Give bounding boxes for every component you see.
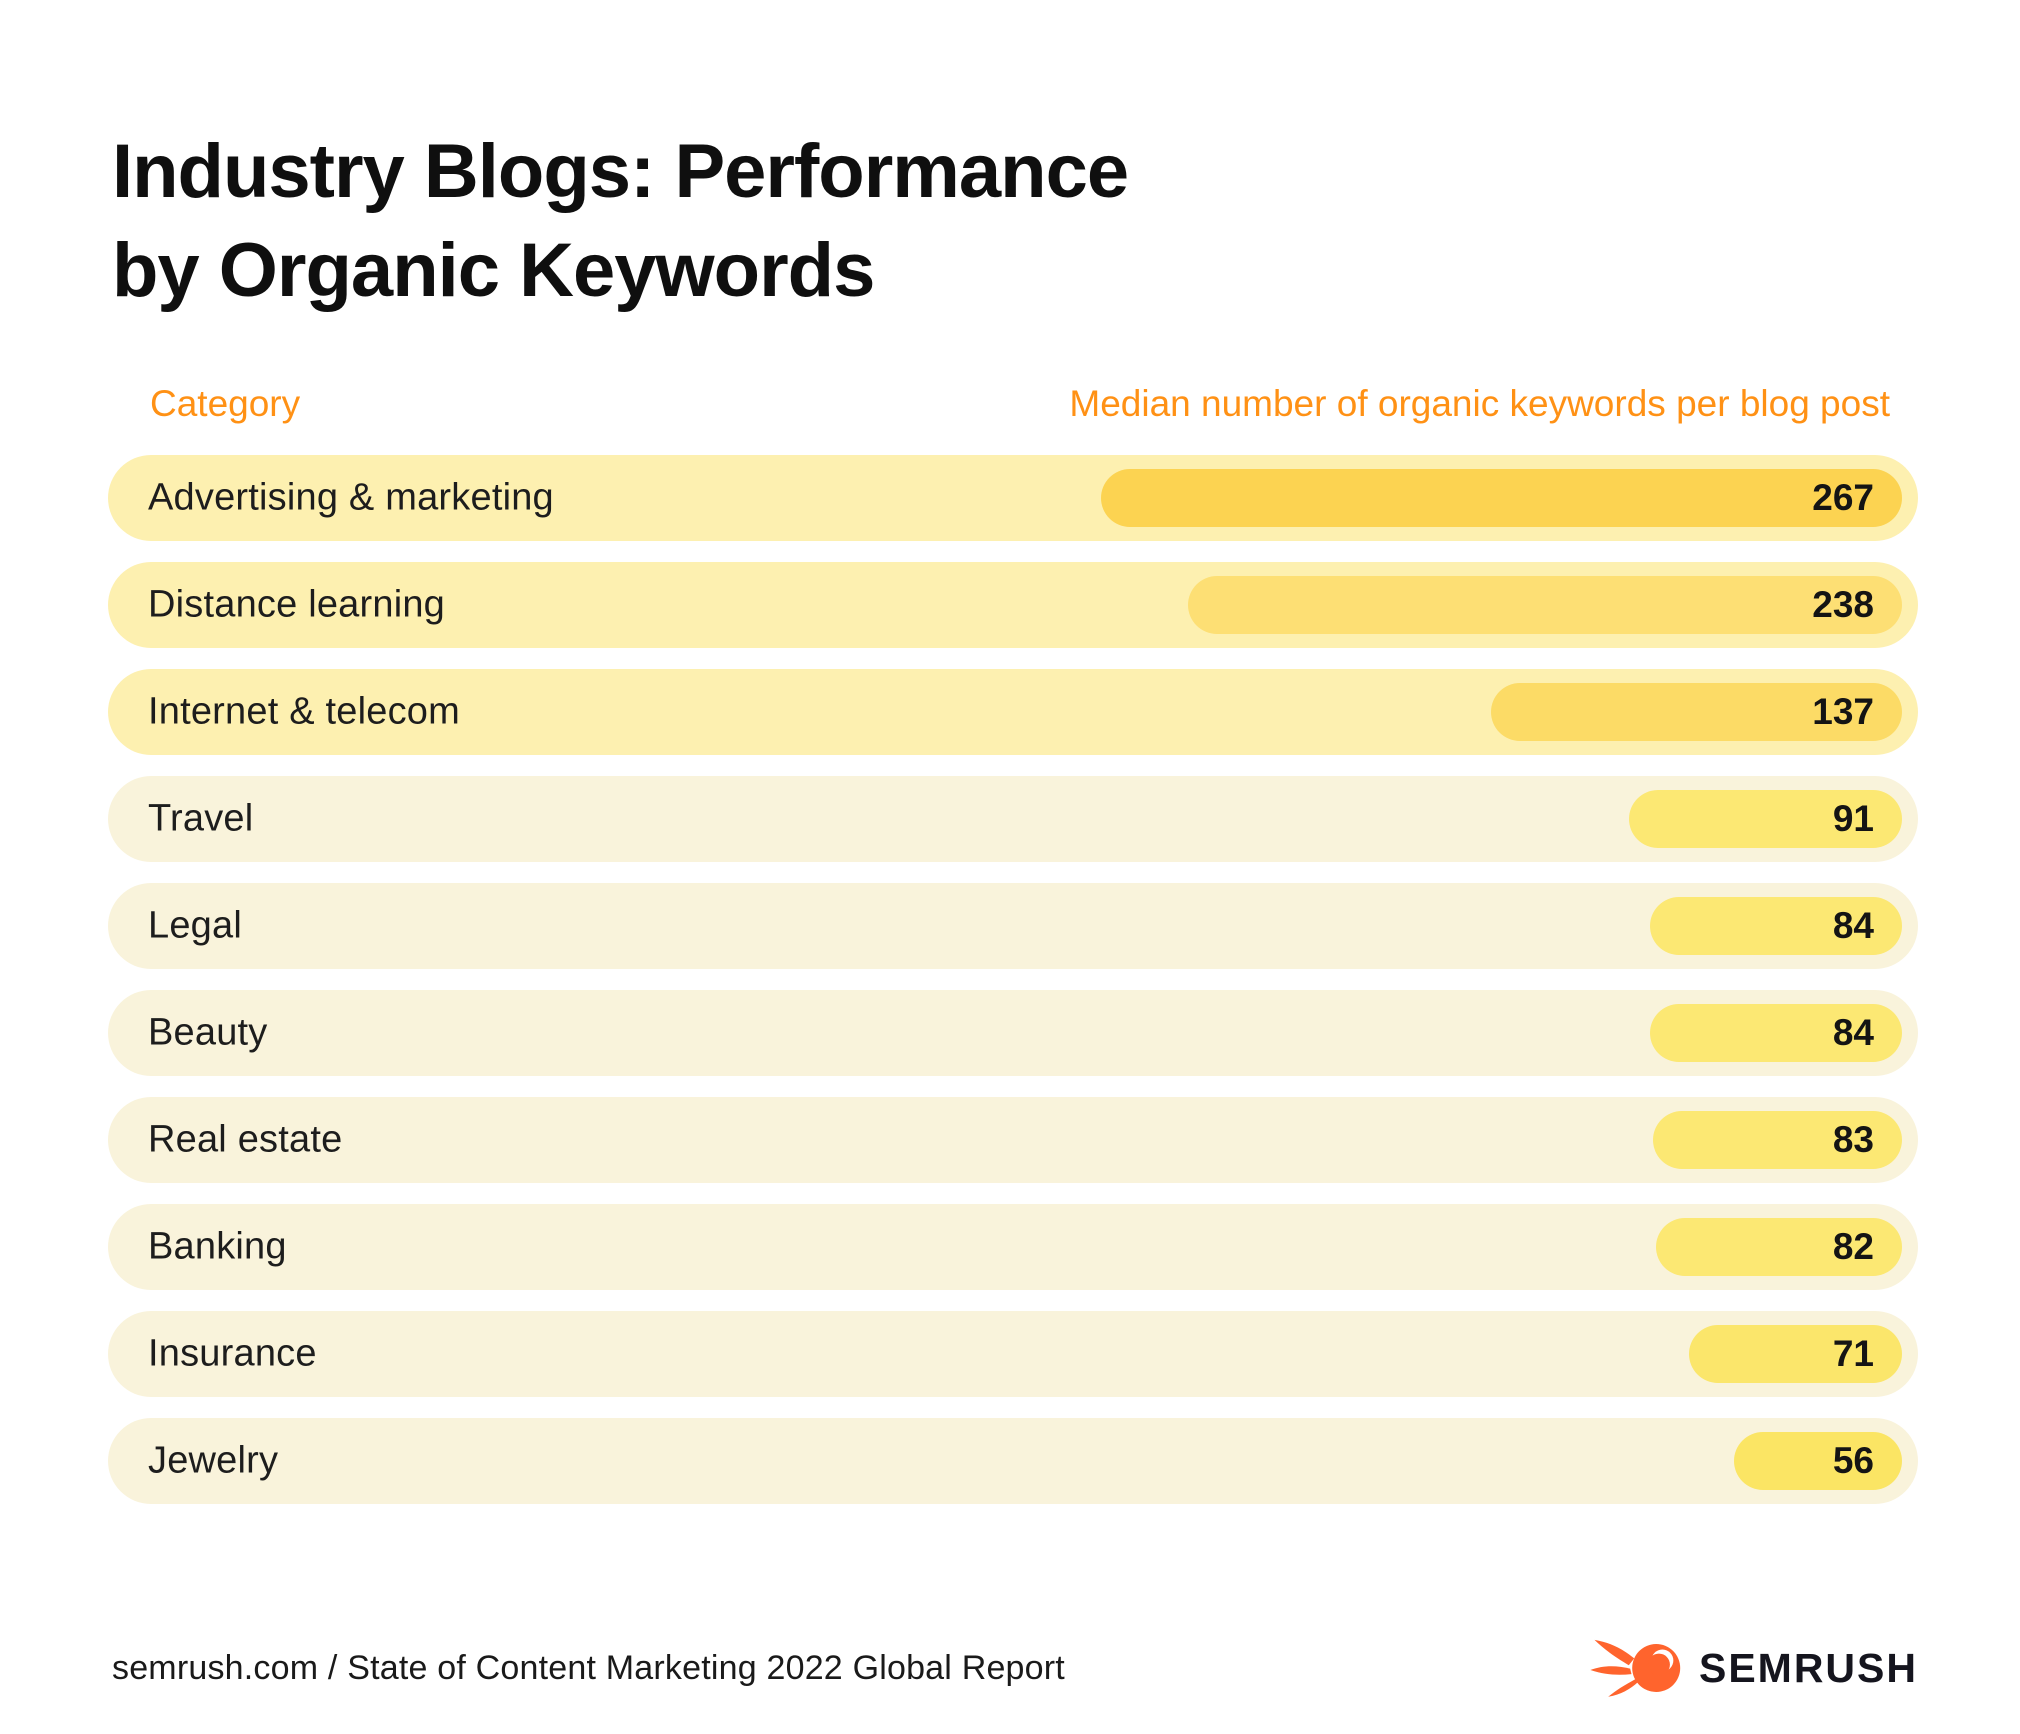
table-row-banking: Banking 82 — [108, 1204, 1918, 1290]
value-label: 56 — [1832, 1440, 1874, 1481]
category-label: Real estate — [148, 1118, 343, 1161]
category-label: Distance learning — [148, 583, 446, 626]
category-label: Legal — [148, 904, 242, 947]
value-label: 137 — [1812, 691, 1874, 732]
value-label: 91 — [1832, 798, 1874, 839]
category-label: Beauty — [148, 1011, 268, 1054]
semrush-logo: SEMRUSH — [1589, 1636, 1918, 1700]
category-label: Travel — [148, 797, 254, 840]
value-bar: 56 — [1734, 1432, 1902, 1490]
table-row-jewelry: Jewelry 56 — [108, 1418, 1918, 1504]
table-row-insurance: Insurance 71 — [108, 1311, 1918, 1397]
value-bar: 84 — [1650, 897, 1902, 955]
category-label: Insurance — [148, 1332, 317, 1375]
table-row-legal: Legal 84 — [108, 883, 1918, 969]
source-attribution: semrush.com / State of Content Marketing… — [112, 1648, 1065, 1687]
column-headers: Category Median number of organic keywor… — [150, 383, 1890, 425]
value-column-header: Median number of organic keywords per bl… — [1069, 383, 1890, 424]
table-row-internet-telecom: Internet & telecom 137 — [108, 669, 1918, 755]
page-title-line1: Industry Blogs: Performance — [112, 128, 1129, 214]
semrush-wordmark: SEMRUSH — [1698, 1644, 1918, 1691]
category-label: Advertising & marketing — [148, 476, 554, 519]
table-row-real-estate: Real estate 83 — [108, 1097, 1918, 1183]
value-bar: 267 — [1101, 469, 1902, 527]
value-bar: 83 — [1653, 1111, 1902, 1169]
category-label: Banking — [148, 1225, 287, 1268]
value-bar: 137 — [1491, 683, 1902, 741]
footer: semrush.com / State of Content Marketing… — [112, 1628, 1918, 1708]
table-row-distance-learning: Distance learning 238 — [108, 562, 1918, 648]
table-row-travel: Travel 91 — [108, 776, 1918, 862]
category-column-header: Category — [150, 383, 301, 424]
value-bar: 84 — [1650, 1004, 1902, 1062]
semrush-flame-icon — [1590, 1639, 1681, 1697]
table-row-beauty: Beauty 84 — [108, 990, 1918, 1076]
value-label: 84 — [1832, 1012, 1874, 1053]
value-label: 238 — [1812, 584, 1874, 625]
table-row-advertising-marketing: Advertising & marketing 267 — [108, 455, 1918, 541]
value-label: 82 — [1832, 1226, 1874, 1267]
category-label: Internet & telecom — [148, 690, 460, 733]
value-label: 83 — [1832, 1119, 1874, 1160]
value-bar: 82 — [1656, 1218, 1902, 1276]
bar-chart-rows: Advertising & marketing 267 Distance learn… — [108, 455, 1918, 1525]
page-title: Industry Blogs: Performance by Organic K… — [112, 123, 1129, 321]
page-title-line2: by Organic Keywords — [112, 227, 875, 313]
value-label: 267 — [1812, 477, 1874, 518]
value-bar: 238 — [1188, 576, 1902, 634]
value-label: 71 — [1832, 1333, 1874, 1374]
value-bar: 71 — [1689, 1325, 1902, 1383]
value-label: 84 — [1832, 905, 1874, 946]
category-label: Jewelry — [148, 1439, 279, 1482]
value-bar: 91 — [1629, 790, 1902, 848]
